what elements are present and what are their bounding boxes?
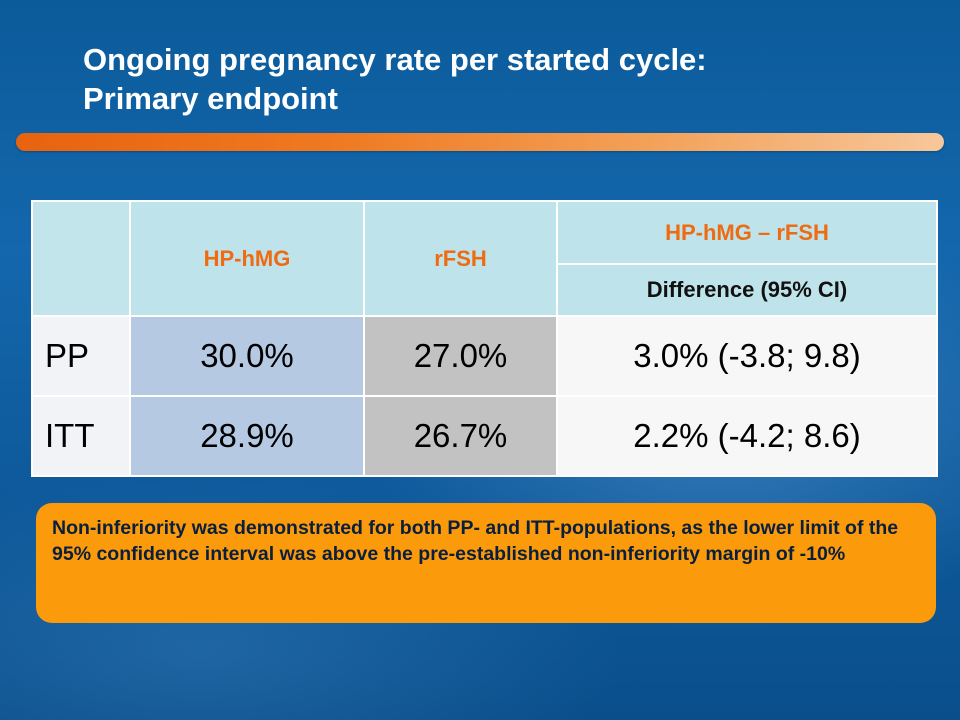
cell-itt-hp-hmg: 28.9% [129,395,365,477]
cell-pp-difference: 3.0% (-3.8; 9.8) [556,315,938,397]
conclusion-callout: Non-inferiority was demonstrated for bot… [36,503,936,623]
slide-title: Ongoing pregnancy rate per started cycle… [83,40,903,118]
column-header-rfsh: rFSH [363,200,558,317]
table-corner-cell [31,200,131,317]
conclusion-text: Non-inferiority was demonstrated for bot… [52,517,899,565]
table-header-row: HP-hMG rFSH HP-hMG – rFSH [31,200,938,317]
cell-itt-rfsh: 26.7% [363,395,558,477]
title-underline-bar [16,133,944,151]
table-row: ITT 28.9% 26.7% 2.2% (-4.2; 8.6) [31,395,938,477]
results-table: HP-hMG rFSH HP-hMG – rFSH Difference (95… [31,200,938,477]
row-label-pp: PP [31,315,131,397]
slide-title-line-2: Primary endpoint [83,81,338,116]
column-header-difference-group: HP-hMG – rFSH [556,200,938,265]
column-header-hp-hmg: HP-hMG [129,200,365,317]
table-subheader-row: Difference (95% CI) [32,263,938,317]
column-subheader-difference: Difference (95% CI) [556,263,938,317]
row-label-itt: ITT [31,395,131,477]
cell-pp-hp-hmg: 30.0% [129,315,365,397]
cell-pp-rfsh: 27.0% [363,315,558,397]
table-row: PP 30.0% 27.0% 3.0% (-3.8; 9.8) [31,315,938,397]
slide-title-line-1: Ongoing pregnancy rate per started cycle… [83,42,707,77]
cell-itt-difference: 2.2% (-4.2; 8.6) [556,395,938,477]
